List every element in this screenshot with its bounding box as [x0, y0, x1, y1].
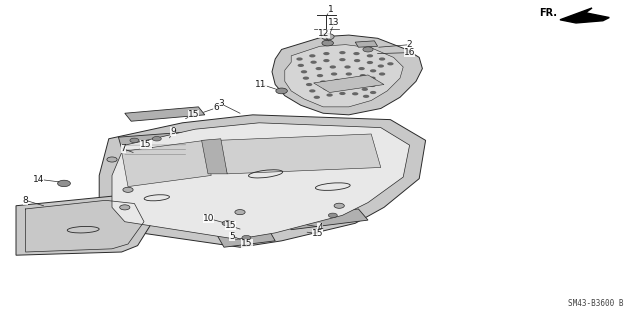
Text: 14: 14: [33, 175, 44, 184]
Circle shape: [337, 85, 344, 88]
Polygon shape: [112, 123, 410, 239]
Circle shape: [222, 221, 232, 226]
Circle shape: [387, 62, 394, 65]
Circle shape: [352, 92, 358, 95]
Circle shape: [301, 70, 307, 73]
Circle shape: [339, 92, 346, 95]
Text: SM43-B3600 B: SM43-B3600 B: [568, 299, 624, 308]
Circle shape: [330, 65, 336, 69]
Circle shape: [339, 51, 346, 54]
Polygon shape: [118, 132, 189, 148]
Circle shape: [309, 54, 316, 57]
Circle shape: [317, 74, 323, 77]
Circle shape: [367, 61, 373, 64]
Circle shape: [58, 180, 70, 187]
Circle shape: [334, 79, 340, 82]
Circle shape: [316, 67, 322, 70]
Circle shape: [362, 88, 368, 91]
Polygon shape: [99, 115, 426, 247]
Circle shape: [296, 57, 303, 61]
Circle shape: [334, 203, 344, 208]
Text: 12: 12: [318, 29, 330, 38]
Text: 15: 15: [225, 221, 236, 230]
Circle shape: [123, 187, 133, 192]
Circle shape: [320, 80, 326, 84]
Circle shape: [321, 33, 334, 40]
Circle shape: [242, 235, 251, 240]
Polygon shape: [16, 196, 154, 255]
Circle shape: [107, 157, 117, 162]
Polygon shape: [218, 134, 381, 174]
Circle shape: [346, 72, 352, 76]
Circle shape: [314, 96, 320, 99]
Polygon shape: [314, 75, 384, 93]
Polygon shape: [125, 107, 205, 121]
Text: 7: 7: [121, 145, 126, 153]
Circle shape: [235, 210, 245, 215]
Circle shape: [379, 57, 385, 61]
Polygon shape: [272, 35, 422, 115]
Circle shape: [276, 88, 287, 94]
Text: 2: 2: [407, 40, 412, 49]
Circle shape: [378, 64, 384, 68]
Circle shape: [322, 40, 333, 46]
Circle shape: [152, 137, 161, 141]
Circle shape: [367, 54, 373, 57]
Text: 15: 15: [188, 110, 199, 119]
Text: 10: 10: [203, 214, 214, 223]
Circle shape: [339, 58, 346, 61]
Circle shape: [360, 81, 367, 84]
Polygon shape: [202, 139, 227, 174]
Circle shape: [350, 85, 356, 88]
Text: 15: 15: [241, 239, 253, 248]
Polygon shape: [122, 140, 211, 187]
Text: 15: 15: [312, 229, 323, 238]
Circle shape: [363, 95, 369, 98]
Text: 11: 11: [255, 80, 267, 89]
Text: 6: 6: [214, 103, 219, 112]
Circle shape: [354, 59, 360, 62]
Circle shape: [298, 64, 304, 67]
Circle shape: [379, 72, 385, 76]
Circle shape: [326, 93, 333, 97]
Polygon shape: [282, 209, 368, 230]
Circle shape: [353, 52, 360, 55]
Polygon shape: [218, 230, 275, 247]
Circle shape: [310, 61, 317, 64]
Circle shape: [323, 87, 330, 90]
Circle shape: [370, 91, 376, 94]
Circle shape: [369, 84, 376, 87]
Text: 9: 9: [170, 127, 175, 136]
Polygon shape: [355, 41, 378, 47]
Circle shape: [360, 74, 366, 77]
Circle shape: [344, 65, 351, 69]
Text: 13: 13: [328, 19, 340, 27]
Circle shape: [130, 138, 139, 143]
Polygon shape: [560, 8, 609, 23]
Circle shape: [331, 72, 337, 76]
Circle shape: [323, 59, 330, 62]
Circle shape: [309, 89, 316, 93]
Circle shape: [358, 67, 365, 70]
Text: 15: 15: [140, 140, 152, 149]
Text: 3: 3: [218, 99, 223, 108]
Circle shape: [303, 77, 309, 80]
Circle shape: [120, 205, 130, 210]
Text: 1: 1: [328, 5, 333, 14]
Text: 4: 4: [317, 223, 323, 232]
Circle shape: [363, 47, 373, 52]
Circle shape: [370, 69, 376, 72]
Text: 8: 8: [23, 196, 28, 205]
Circle shape: [369, 77, 376, 80]
Text: 5: 5: [230, 232, 235, 241]
Circle shape: [348, 79, 355, 82]
Text: 16: 16: [404, 48, 415, 57]
Polygon shape: [285, 45, 403, 107]
Circle shape: [306, 83, 312, 86]
Circle shape: [328, 213, 337, 218]
Text: FR.: FR.: [539, 8, 557, 19]
Circle shape: [323, 52, 330, 55]
